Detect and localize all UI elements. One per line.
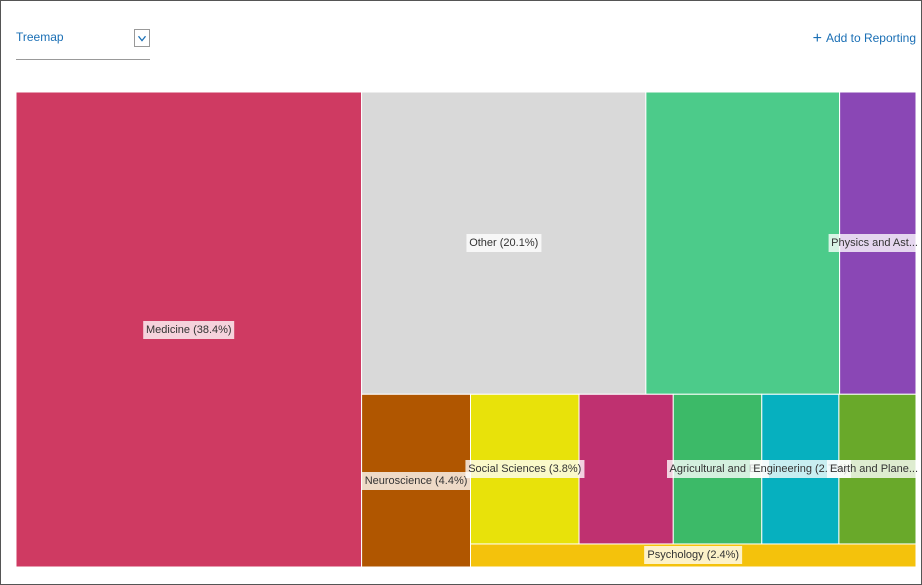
- tile-label: Other (20.1%): [466, 234, 542, 253]
- tile-label: Neuroscience (4.4%): [361, 471, 471, 490]
- action-text: Add to Reporting: [825, 31, 916, 45]
- tile-label: Medicine (38.4%): [143, 320, 235, 339]
- select-underline: [16, 59, 150, 60]
- tile-label: Social Sciences (3.8%): [465, 460, 585, 479]
- tile[interactable]: [645, 91, 841, 395]
- tile[interactable]: [578, 393, 674, 545]
- tile-label: Earth and Plane...: [826, 460, 921, 479]
- tile-label: Agricultural and B...: [666, 460, 769, 479]
- tile-label: Psychology (2.4%): [644, 546, 743, 565]
- tile-label: Physics and Ast...: [828, 234, 921, 253]
- dropdown-chevron[interactable]: [134, 29, 150, 47]
- add-to-reporting[interactable]: + Add to Reporting: [812, 30, 916, 47]
- view-select[interactable]: Treemap: [16, 30, 64, 44]
- tile-label: Engineering (2.7%): [750, 460, 851, 479]
